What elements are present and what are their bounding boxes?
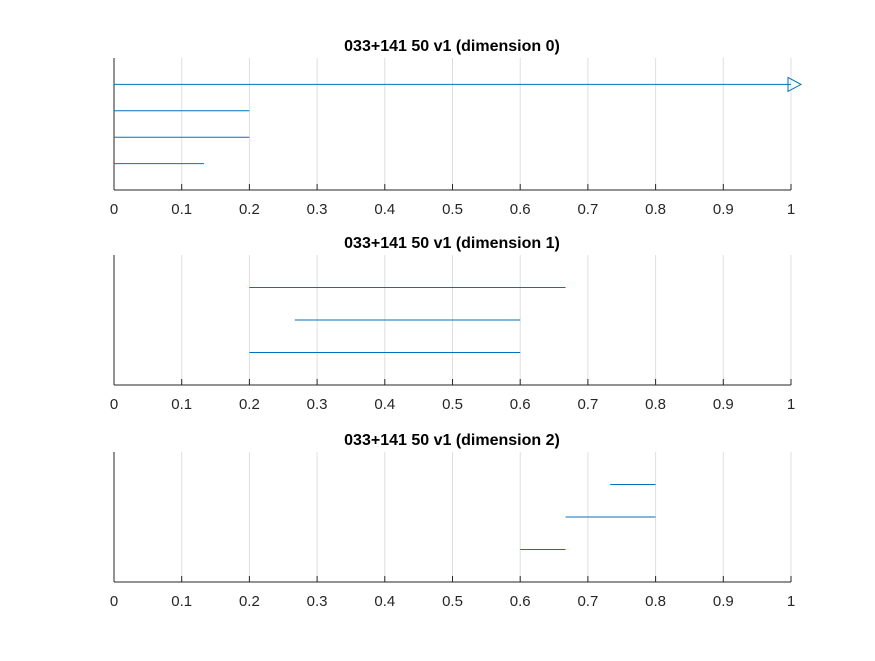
x-tick-label-5: 0.5	[442, 396, 463, 413]
x-tick-label-4: 0.4	[374, 201, 395, 218]
x-tick-label-4: 0.4	[374, 396, 395, 413]
panel-title-dimension-2: 033+141 50 v1 (dimension 2)	[344, 432, 560, 449]
x-tick-label-9: 0.9	[713, 396, 734, 413]
panel-dimension-1: 033+141 50 v1 (dimension 1) 0 0.1 0.2 0.3 0.…	[110, 235, 795, 413]
x-tick-label-3: 0.3	[307, 396, 328, 413]
x-tick-label-3: 0.3	[307, 593, 328, 610]
x-tick-label-3: 0.3	[307, 201, 328, 218]
panel-title-dimension-0: 033+141 50 v1 (dimension 0)	[344, 38, 560, 55]
x-tick-label-4: 0.4	[374, 593, 395, 610]
x-tick-label-10: 1	[787, 593, 795, 610]
x-tick-label-1: 0.1	[171, 201, 192, 218]
panel-dimension-0: 033+141 50 v1 (dimension 0) 0 0.1 0.2 0.3 0.…	[110, 38, 803, 218]
x-tick-label-2: 0.2	[239, 396, 260, 413]
x-tick-label-8: 0.8	[645, 396, 666, 413]
x-tick-label-1: 0.1	[171, 396, 192, 413]
x-tick-label-0: 0	[110, 593, 118, 610]
x-tick-label-7: 0.7	[577, 396, 598, 413]
x-tick-label-0: 0	[110, 201, 118, 218]
x-tick-label-6: 0.6	[510, 201, 531, 218]
panel-dimension-2: 033+141 50 v1 (dimension 2) 0 0.1 0.2 0.3 0.…	[110, 432, 795, 610]
x-tick-label-1: 0.1	[171, 593, 192, 610]
x-tick-label-9: 0.9	[713, 201, 734, 218]
x-tick-label-6: 0.6	[510, 593, 531, 610]
x-tick-label-9: 0.9	[713, 593, 734, 610]
x-tick-label-2: 0.2	[239, 593, 260, 610]
x-tick-label-7: 0.7	[577, 593, 598, 610]
x-tick-label-5: 0.5	[442, 201, 463, 218]
infinite-arrow-marker	[787, 76, 803, 93]
panel-title-dimension-1: 033+141 50 v1 (dimension 1)	[344, 235, 560, 252]
x-tick-label-6: 0.6	[510, 396, 531, 413]
x-tick-label-5: 0.5	[442, 593, 463, 610]
x-tick-label-10: 1	[787, 201, 795, 218]
x-tick-label-8: 0.8	[645, 593, 666, 610]
x-tick-label-8: 0.8	[645, 201, 666, 218]
x-tick-label-2: 0.2	[239, 201, 260, 218]
x-tick-label-0: 0	[110, 396, 118, 413]
x-tick-label-7: 0.7	[577, 201, 598, 218]
x-tick-label-10: 1	[787, 396, 795, 413]
